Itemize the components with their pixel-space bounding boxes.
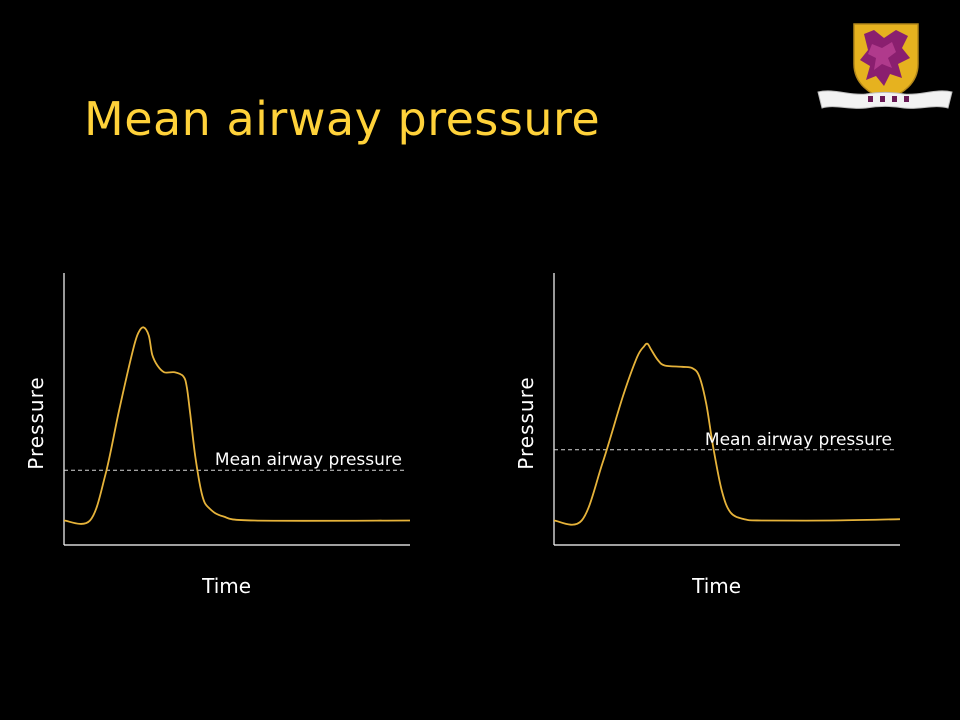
- mean-airway-pressure-label: Mean airway pressure: [215, 450, 402, 470]
- mean-airway-pressure-label: Mean airway pressure: [705, 430, 892, 450]
- pressure-waveform: [63, 326, 411, 525]
- pressure-time-chart-left: Mean airway pressure Time Pressure: [20, 265, 420, 605]
- y-axis-label: Pressure: [514, 376, 538, 469]
- pressure-waveform: [553, 342, 901, 526]
- x-axis-label: Time: [691, 574, 741, 598]
- x-axis-label: Time: [201, 574, 251, 598]
- university-crest-icon: [812, 18, 958, 114]
- y-axis-label: Pressure: [24, 376, 48, 469]
- slide-title: Mean airway pressure: [84, 92, 601, 146]
- pressure-time-chart-right: Mean airway pressure Time Pressure: [510, 265, 910, 605]
